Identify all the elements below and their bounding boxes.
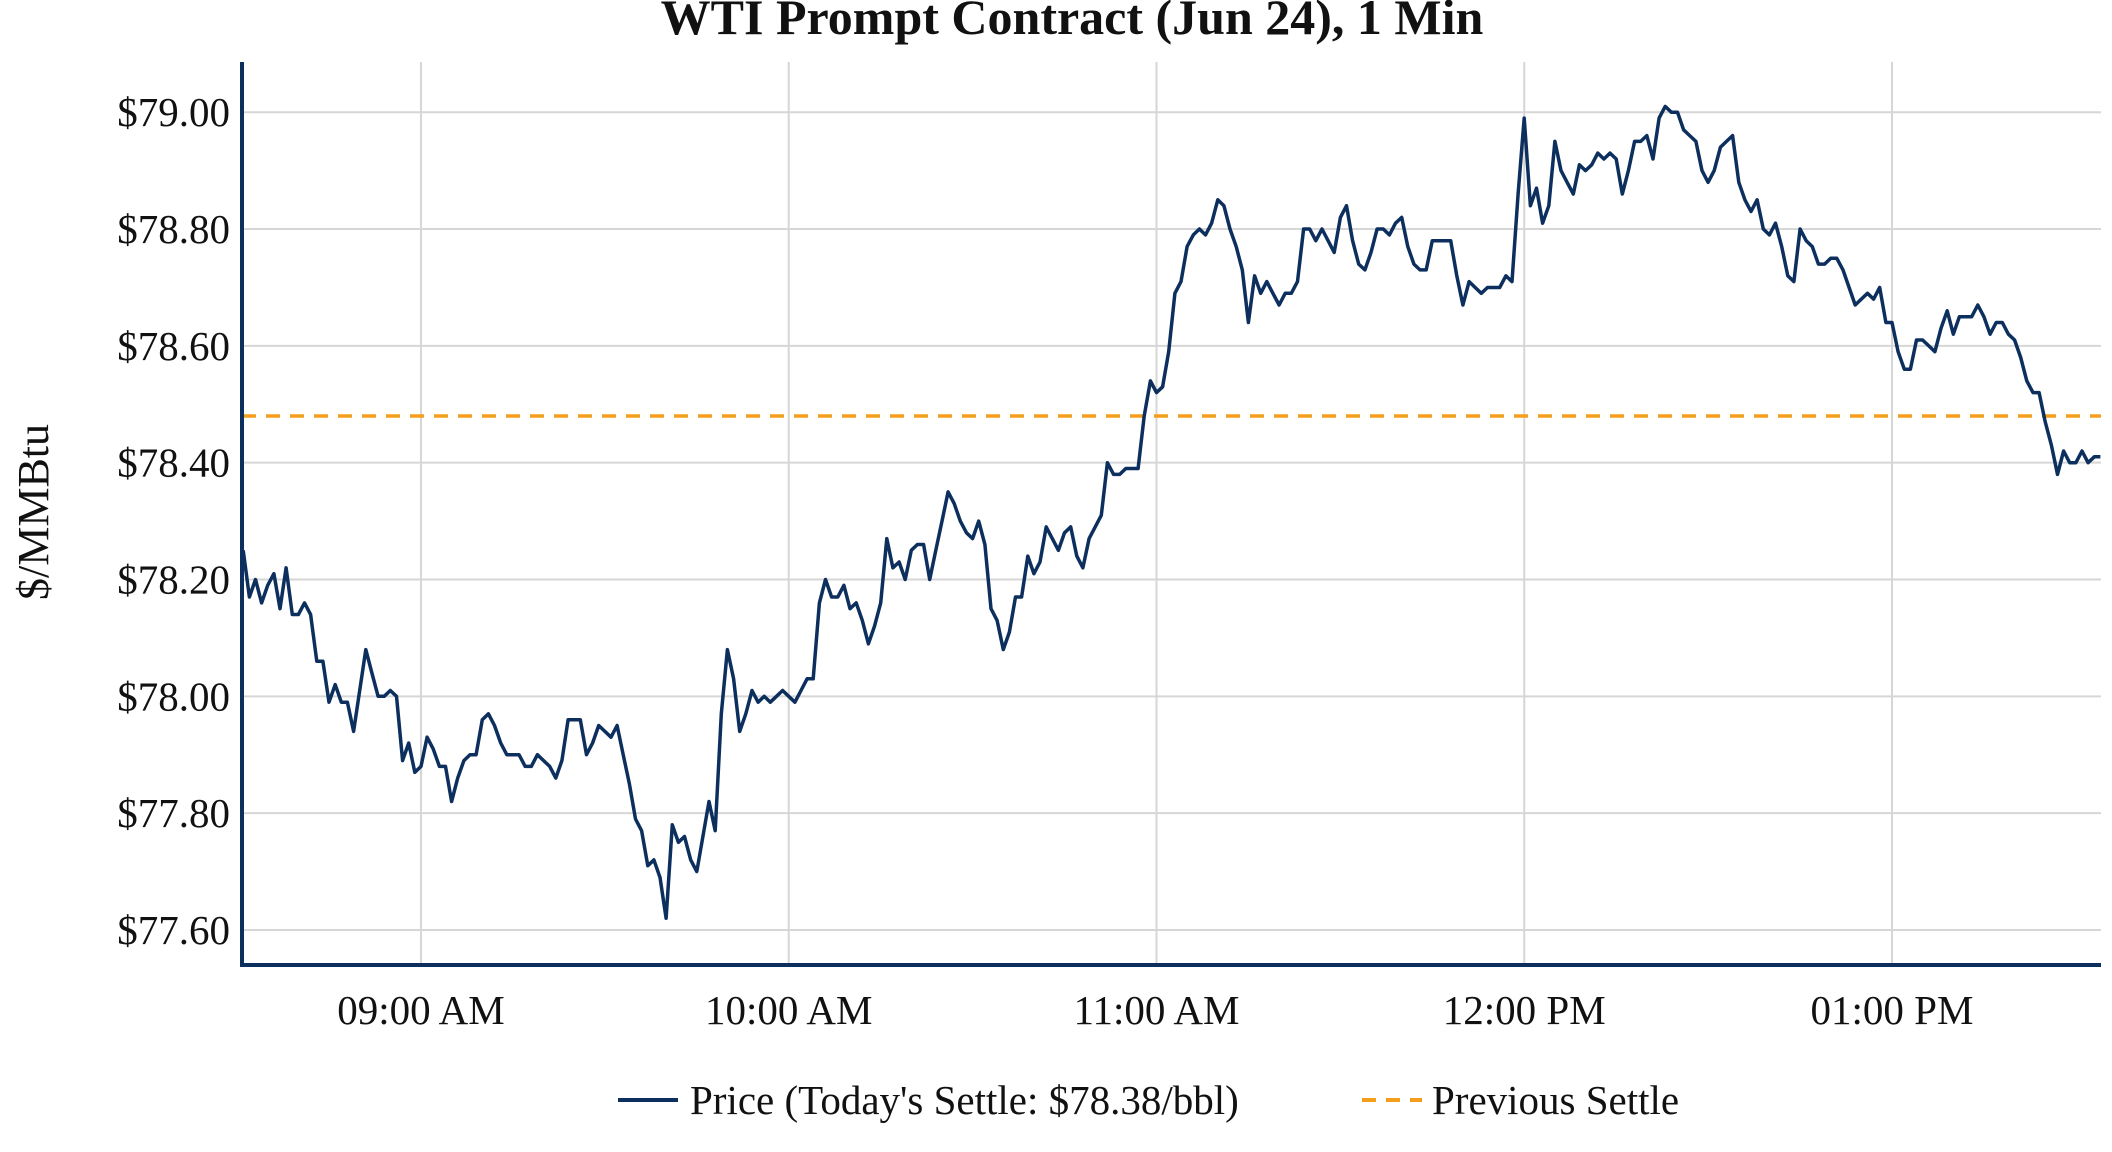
y-tick-label: $78.80: [117, 206, 230, 252]
x-tick-label: 10:00 AM: [705, 987, 872, 1033]
x-tick-label: 11:00 AM: [1074, 987, 1240, 1033]
y-axis-ticks: $77.60 $77.80 $78.00 $78.20 $78.40 $78.60 $78.…: [117, 89, 230, 953]
chart-title: WTI Prompt Contract (Jun 24), 1 Min: [661, 0, 1484, 45]
x-tick-label: 01:00 PM: [1811, 987, 1974, 1033]
legend-price-label: Price (Today's Settle: $78.38/bbl): [690, 1077, 1239, 1123]
x-tick-label: 12:00 PM: [1443, 987, 1606, 1033]
y-tick-label: $77.80: [117, 790, 230, 836]
x-tick-label: 09:00 AM: [337, 987, 504, 1033]
y-tick-label: $79.00: [117, 89, 230, 135]
legend-previous-settle-label: Previous Settle: [1432, 1077, 1679, 1123]
y-tick-label: $78.60: [117, 323, 230, 369]
gridlines: [242, 62, 2101, 965]
y-axis-label: $/MMBtu: [9, 424, 58, 600]
y-tick-label: $78.20: [117, 557, 230, 603]
legend: Price (Today's Settle: $78.38/bbl) Previ…: [618, 1077, 1679, 1123]
y-tick-label: $78.00: [117, 673, 230, 719]
price-series-line: [241, 104, 2101, 921]
x-axis-ticks: 09:00 AM 10:00 AM 11:00 AM 12:00 PM 01:00 PM: [337, 987, 1973, 1033]
y-tick-label: $77.60: [117, 907, 230, 953]
y-tick-label: $78.40: [117, 440, 230, 486]
